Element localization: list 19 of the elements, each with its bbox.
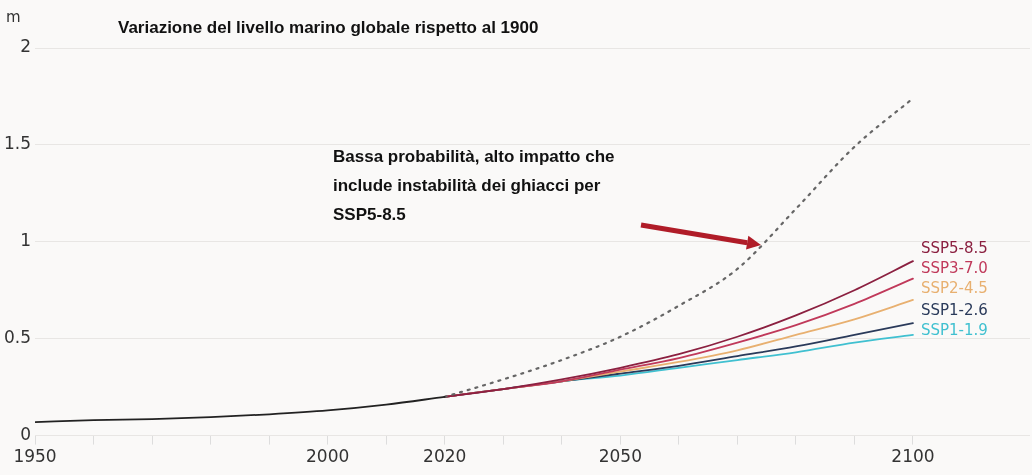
- series-label: SSP5-8.5: [920, 239, 988, 258]
- x-tick-label: 1950: [13, 446, 57, 467]
- series-label: SSP1-1.9: [920, 321, 988, 340]
- x-tick-label: 2100: [891, 446, 935, 467]
- x-tick-label: 2020: [423, 446, 467, 467]
- y-tick-label: 2: [20, 36, 32, 57]
- line-series: [35, 395, 446, 423]
- x-tick-label: 2050: [598, 446, 642, 467]
- chart-title: Variazione del livello marino globale rispetto al 1900: [118, 18, 539, 37]
- annotation: Bassa probabilità, alto impatto che include instabilità dei ghiacci per SSP5-8.5: [333, 147, 615, 224]
- y-axis-title: m: [6, 8, 21, 26]
- series-label: SSP3-7.0: [920, 259, 988, 278]
- series-label: SSP2-4.5: [920, 279, 988, 298]
- y-tick-label: 1.5: [3, 133, 32, 154]
- series-label: SSP1-2.6: [920, 301, 988, 320]
- x-tick-label: 2000: [306, 446, 350, 467]
- y-tick-label: 0: [20, 424, 32, 445]
- y-tick-label: 1: [20, 230, 32, 251]
- y-tick-label: 0.5: [3, 327, 32, 348]
